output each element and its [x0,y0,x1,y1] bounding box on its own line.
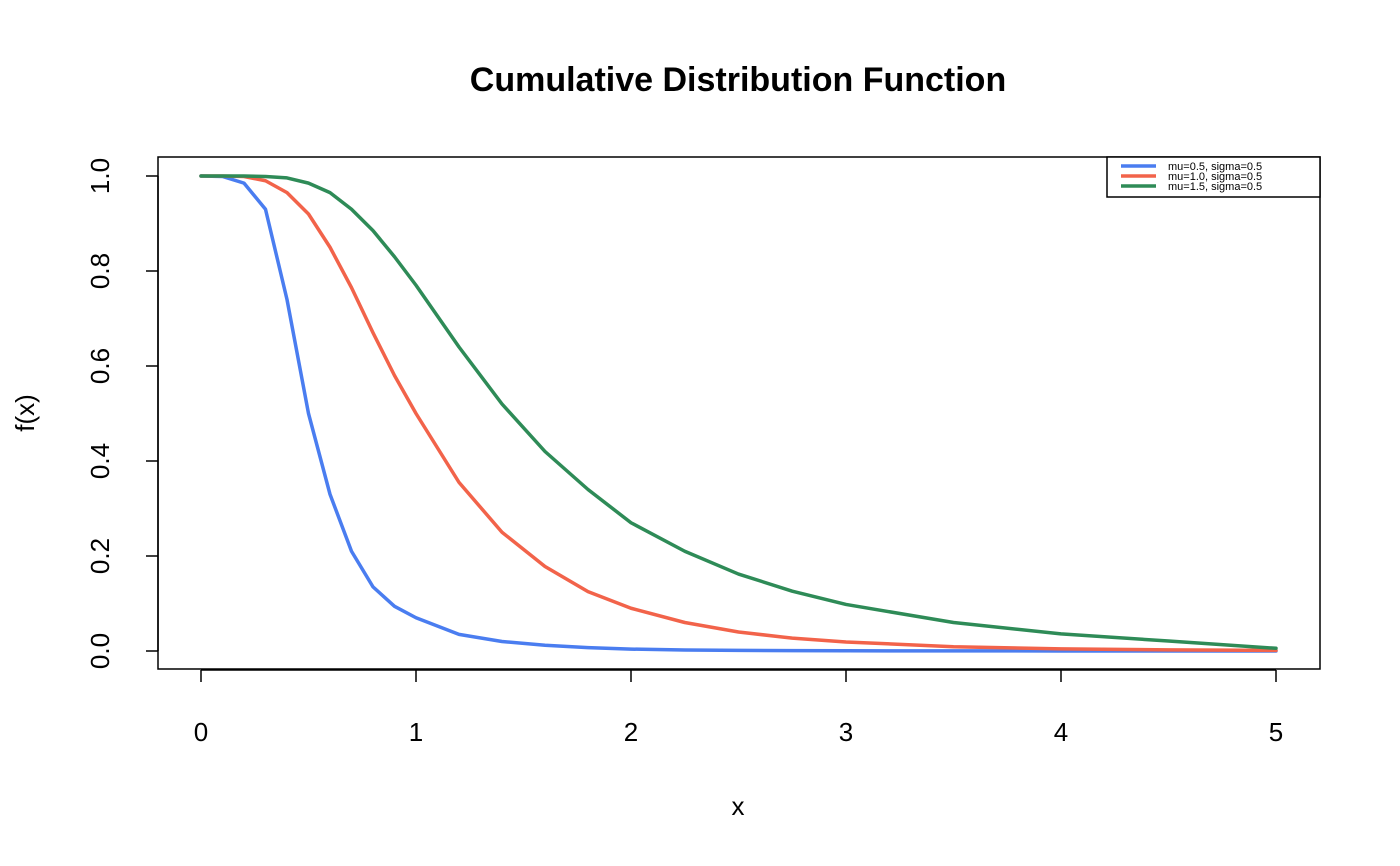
series-layer [199,174,1278,653]
legend-label-2: mu=1.0, sigma=0.5 [1168,171,1262,183]
y-tick-label: 0.2 [85,538,115,574]
legend-label-3: mu=1.5, sigma=0.5 [1168,181,1262,193]
legend: mu=0.5, sigma=0.5mu=1.0, sigma=0.5mu=1.5… [1106,156,1321,198]
x-tick-label: 4 [1054,717,1068,747]
legend-label-1: mu=0.5, sigma=0.5 [1168,161,1262,173]
y-axis-label: f(x) [10,394,40,432]
x-tick-label: 5 [1269,717,1283,747]
x-tick-label: 1 [409,717,423,747]
series-line-1 [199,174,1278,653]
y-tick-label: 1.0 [85,158,115,194]
series-line-2 [199,174,1278,653]
x-axis: 0 1 2 3 4 5 [194,669,1283,747]
y-axis: 0.0 0.2 0.4 0.6 0.8 1.0 [85,158,159,669]
plot-frame [157,156,1321,670]
y-tick-label: 0.8 [85,253,115,289]
series-line-3 [199,174,1278,651]
chart-title: Cumulative Distribution Function [470,61,1006,99]
x-axis-label: x [732,791,745,821]
y-tick-label: 0.4 [85,443,115,479]
x-tick-label: 0 [194,717,208,747]
x-tick-label: 2 [624,717,638,747]
x-tick-label: 3 [839,717,853,747]
y-tick-label: 0.0 [85,633,115,669]
y-tick-label: 0.6 [85,348,115,384]
